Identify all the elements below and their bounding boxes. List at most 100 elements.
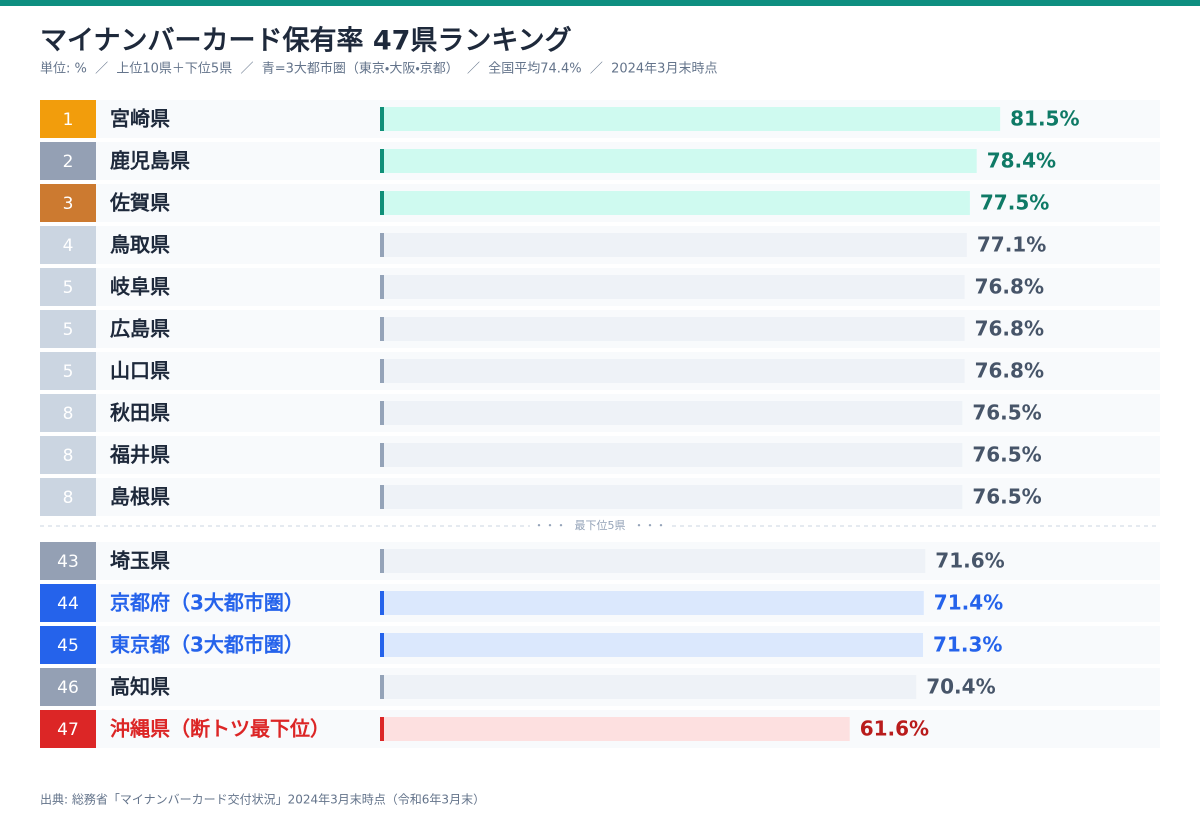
value-label: 76.8% [975, 317, 1044, 341]
category-label: 沖縄県（断トツ最下位） [110, 717, 330, 741]
bar [384, 401, 963, 425]
value-label: 76.8% [975, 275, 1044, 299]
bar-accent [380, 591, 384, 615]
rank-label: 8 [63, 488, 74, 508]
bar [384, 549, 926, 573]
bar-accent [380, 359, 384, 383]
rank-label: 1 [63, 110, 74, 130]
rank-label: 5 [63, 278, 74, 298]
rank-label: 44 [57, 594, 79, 614]
rank-label: 45 [57, 636, 79, 656]
value-label: 76.5% [972, 401, 1041, 425]
value-label: 76.5% [972, 485, 1041, 509]
chart-title: マイナンバーカード保有率 47県ランキング [40, 25, 572, 57]
category-label: 鳥取県 [110, 233, 170, 257]
bar-accent [380, 549, 384, 573]
bar [384, 675, 917, 699]
bar-accent [380, 675, 384, 699]
category-label: 宮崎県 [110, 107, 170, 131]
bar-accent [380, 107, 384, 131]
bar-accent [380, 717, 384, 741]
category-label: 山口県 [110, 359, 170, 383]
divider-dots: ・・・ [634, 519, 667, 532]
rank-badge [40, 478, 96, 516]
bar-accent [380, 401, 384, 425]
category-label: 埼玉県 [110, 549, 170, 573]
rank-badge [40, 310, 96, 348]
bar-accent [380, 275, 384, 299]
bar [384, 633, 924, 657]
value-label: 76.8% [975, 359, 1044, 383]
bar [384, 443, 963, 467]
rank-badge [40, 226, 96, 264]
rank-badge [40, 436, 96, 474]
category-label: 島根県 [110, 485, 170, 509]
section-label: 最下位5県 [575, 519, 626, 532]
rank-badge [40, 710, 96, 748]
rank-badge [40, 626, 96, 664]
value-label: 81.5% [1010, 107, 1079, 131]
rank-badge [40, 142, 96, 180]
bar-accent [380, 233, 384, 257]
value-label: 61.6% [860, 717, 929, 741]
category-label: 福井県 [109, 443, 170, 467]
bar [384, 359, 965, 383]
rank-badge [40, 100, 96, 138]
bar [384, 233, 967, 257]
bar [384, 591, 924, 615]
rank-label: 2 [63, 152, 74, 172]
rank-label: 5 [63, 362, 74, 382]
category-label: 鹿児島県 [110, 149, 190, 173]
category-label: 京都府（3大都市圏） [110, 591, 304, 615]
category-label: 広島県 [110, 317, 170, 341]
bar [384, 275, 965, 299]
rank-label: 5 [63, 320, 74, 340]
divider-dots: ・・・ [534, 519, 567, 532]
chart-subtitle: 単位: % ／ 上位10県＋下位5県 ／ 青=3大都市圏（東京・大阪・京都） ／… [40, 61, 717, 77]
top-band [0, 0, 1200, 6]
bar-accent [380, 485, 384, 509]
rank-badge [40, 668, 96, 706]
rank-badge [40, 584, 96, 622]
rank-badge [40, 542, 96, 580]
value-label: 77.1% [977, 233, 1046, 257]
bar [384, 149, 977, 173]
bar [384, 317, 965, 341]
category-label: 秋田県 [110, 401, 170, 425]
rank-label: 3 [63, 194, 74, 214]
rank-label: 47 [57, 720, 79, 740]
bar-accent [380, 317, 384, 341]
bar [384, 107, 1001, 131]
source-note: 出典: 総務省「マイナンバーカード交付状況」2024年3月末時点（令和6年3月末… [40, 792, 485, 807]
rank-label: 8 [63, 446, 74, 466]
value-label: 71.4% [934, 591, 1003, 615]
value-label: 71.6% [935, 549, 1004, 573]
value-label: 70.4% [926, 675, 995, 699]
bar-accent [380, 633, 384, 657]
rank-label: 8 [63, 404, 74, 424]
value-label: 78.4% [987, 149, 1056, 173]
category-label: 高知県 [110, 675, 170, 699]
bar [384, 717, 850, 741]
category-label: 佐賀県 [109, 191, 170, 215]
divider-gap [530, 516, 670, 536]
bar-accent [380, 443, 384, 467]
category-label: 岐阜県 [110, 275, 170, 299]
bar-accent [380, 149, 384, 173]
value-label: 76.5% [972, 443, 1041, 467]
value-label: 71.3% [933, 633, 1002, 657]
rank-label: 43 [57, 552, 79, 572]
rank-label: 4 [63, 236, 74, 256]
bar-accent [380, 191, 384, 215]
category-label: 東京都（3大都市圏） [110, 633, 304, 657]
rank-badge [40, 184, 96, 222]
rank-badge [40, 394, 96, 432]
rank-label: 46 [57, 678, 79, 698]
bar [384, 191, 970, 215]
rank-badge [40, 352, 96, 390]
value-label: 77.5% [980, 191, 1049, 215]
bar [384, 485, 963, 509]
rank-badge [40, 268, 96, 306]
